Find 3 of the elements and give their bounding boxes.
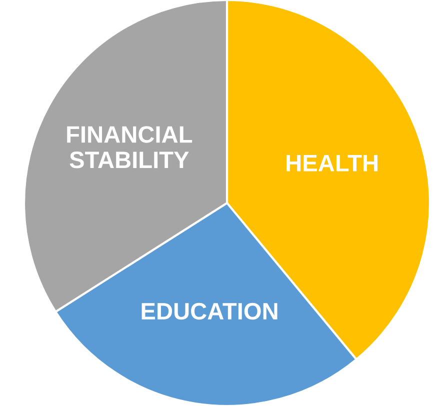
slice-label: FINANCIAL STABILITY	[67, 126, 192, 168]
slice-label: EDUCATION	[142, 302, 278, 320]
slice-label: HEALTH	[286, 155, 378, 172]
